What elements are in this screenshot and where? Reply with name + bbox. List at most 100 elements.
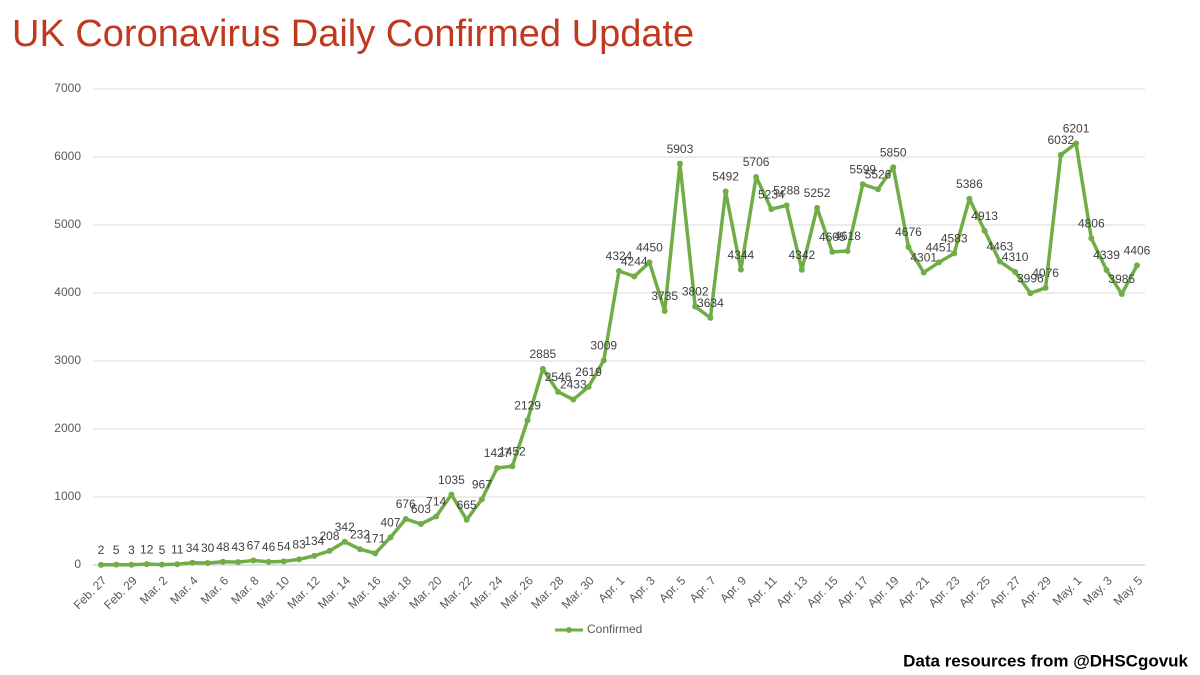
data-label: 3996 xyxy=(1017,271,1044,285)
data-label: 4676 xyxy=(895,225,922,239)
data-label: 12 xyxy=(140,542,154,556)
data-point xyxy=(341,538,348,545)
data-label: 5492 xyxy=(712,170,739,184)
data-label: 5 xyxy=(159,543,166,557)
data-point xyxy=(996,258,1003,265)
data-point xyxy=(951,250,958,257)
data-point xyxy=(829,248,836,255)
data-label: 11 xyxy=(171,542,184,556)
data-point xyxy=(311,552,318,559)
data-label: 5252 xyxy=(804,186,831,200)
data-label: 4076 xyxy=(1032,266,1059,280)
y-tick-label: 3000 xyxy=(54,353,81,367)
data-label: 48 xyxy=(216,540,230,554)
data-point xyxy=(219,558,226,565)
data-label: 4605 xyxy=(819,230,846,244)
data-label: 4450 xyxy=(636,241,663,255)
data-point xyxy=(859,181,866,188)
data-label: 3634 xyxy=(697,296,724,310)
data-label: 2129 xyxy=(514,398,541,412)
y-tick-label: 2000 xyxy=(54,421,81,435)
data-label: 67 xyxy=(247,539,261,553)
data-point xyxy=(966,195,973,202)
data-point xyxy=(631,273,638,280)
data-label: 4310 xyxy=(1002,250,1029,264)
data-point xyxy=(372,550,379,557)
data-label: 4324 xyxy=(606,249,633,263)
data-point xyxy=(600,357,607,364)
data-label: 5850 xyxy=(880,145,907,159)
data-point xyxy=(280,558,287,565)
data-label: 34 xyxy=(186,541,200,555)
data-label: 676 xyxy=(396,497,416,511)
data-point xyxy=(935,259,942,266)
data-point xyxy=(1027,290,1034,297)
data-label: 2546 xyxy=(545,370,572,384)
data-label: 4406 xyxy=(1124,244,1151,258)
data-point xyxy=(417,520,424,527)
data-point xyxy=(1012,268,1019,275)
data-label: 6032 xyxy=(1047,133,1074,147)
data-label: 3 xyxy=(128,543,135,557)
data-point xyxy=(204,559,211,566)
data-label: 2619 xyxy=(575,365,602,379)
data-label: 4806 xyxy=(1078,216,1105,230)
data-label: 30 xyxy=(201,541,215,555)
data-point xyxy=(722,188,729,195)
data-label: 4463 xyxy=(987,240,1014,254)
data-label: 5386 xyxy=(956,177,983,191)
data-label: 5234 xyxy=(758,187,785,201)
data-point xyxy=(509,463,516,470)
data-point xyxy=(844,247,851,254)
data-label: 208 xyxy=(320,529,340,543)
data-label: 5599 xyxy=(849,162,876,176)
data-point xyxy=(524,417,531,424)
data-label: 3802 xyxy=(682,285,709,299)
data-point xyxy=(539,365,546,372)
data-point xyxy=(1118,291,1125,298)
y-tick-label: 4000 xyxy=(54,285,81,299)
data-point xyxy=(265,558,272,565)
data-label: 1427 xyxy=(484,446,511,460)
data-point xyxy=(158,561,165,568)
data-label: 5526 xyxy=(865,167,892,181)
data-point xyxy=(890,164,897,171)
data-point xyxy=(402,516,409,523)
data-point xyxy=(128,561,135,568)
data-point xyxy=(646,259,653,266)
data-point xyxy=(113,561,120,568)
data-label: 171 xyxy=(365,532,385,546)
data-label: 407 xyxy=(380,515,400,529)
y-tick-label: 1000 xyxy=(54,489,81,503)
data-label: 4342 xyxy=(788,248,815,262)
data-point xyxy=(98,561,104,568)
data-point xyxy=(433,513,440,520)
data-point xyxy=(707,314,714,321)
data-point xyxy=(555,388,562,395)
data-point xyxy=(692,303,699,310)
data-point xyxy=(768,206,775,213)
y-tick-label: 6000 xyxy=(54,149,81,163)
data-point xyxy=(143,561,150,568)
data-label: 4301 xyxy=(910,251,937,265)
data-point xyxy=(814,204,821,211)
data-point xyxy=(616,267,622,274)
data-label: 4913 xyxy=(971,209,998,223)
data-point xyxy=(875,186,881,193)
data-label: 3735 xyxy=(651,289,678,303)
data-label: 4339 xyxy=(1093,248,1120,262)
data-label: 54 xyxy=(277,539,291,553)
source-note: Data resources from @DHSCgovuk xyxy=(903,651,1188,670)
data-point xyxy=(570,396,577,403)
data-label: 232 xyxy=(350,527,370,541)
data-label: 134 xyxy=(304,534,324,548)
data-point xyxy=(585,383,592,390)
data-label: 4344 xyxy=(728,248,755,262)
data-label: 967 xyxy=(472,477,492,491)
data-label: 342 xyxy=(335,520,355,534)
data-label: 5706 xyxy=(743,155,770,169)
data-label: 603 xyxy=(411,502,431,516)
data-point xyxy=(250,557,257,564)
